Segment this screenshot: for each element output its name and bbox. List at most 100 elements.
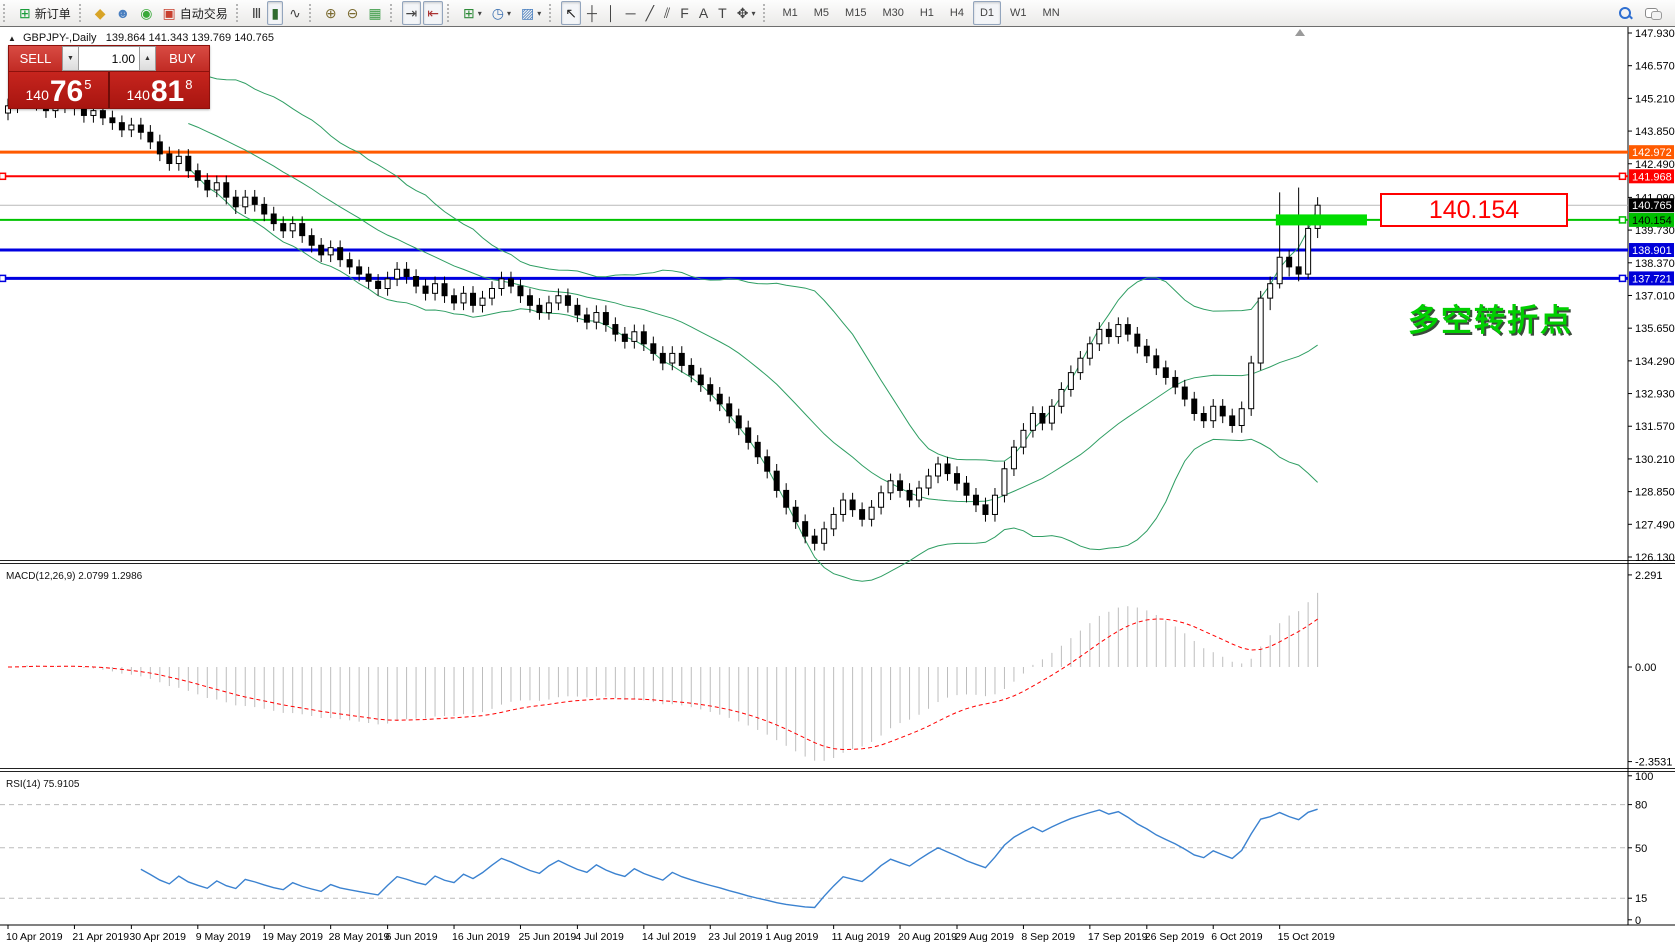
- candlestick-chart-icon: ▮: [271, 5, 280, 21]
- timeframe-w1-button[interactable]: W1: [1010, 7, 1027, 19]
- crosshair-button[interactable]: ┼: [583, 1, 601, 25]
- autotrading-button[interactable]: ▣ 自动交易: [158, 1, 231, 25]
- timeframe-h4-button[interactable]: H4: [949, 7, 964, 19]
- timeframe-h1-button[interactable]: H1: [919, 7, 934, 19]
- toolbar-grip: [389, 4, 398, 22]
- svg-text:142.490: 142.490: [1635, 159, 1675, 171]
- svg-text:25 Jun 2019: 25 Jun 2019: [518, 931, 576, 943]
- macd-signal-line[interactable]: [7, 618, 1318, 750]
- collapse-triangle-icon[interactable]: ▲: [8, 34, 16, 43]
- chevron-down-icon[interactable]: ▾: [537, 8, 542, 18]
- chevron-down-icon[interactable]: ▾: [751, 8, 756, 18]
- channel-button[interactable]: ⫽: [660, 1, 674, 25]
- volume-up-button[interactable]: ▲: [139, 46, 156, 71]
- price-tag-140.765: [1629, 198, 1674, 213]
- bar-chart-button[interactable]: Ⅲ: [248, 1, 266, 25]
- chevron-down-icon[interactable]: ▾: [506, 8, 511, 18]
- rsi-line[interactable]: [140, 808, 1318, 909]
- timeframe-m1-button[interactable]: M1: [782, 7, 798, 19]
- buy-price[interactable]: 140 81 8: [110, 72, 209, 108]
- svg-text:16 Jun 2019: 16 Jun 2019: [452, 931, 510, 943]
- bollinger-middle-band[interactable]: [188, 123, 1318, 503]
- user-terminal-button[interactable]: ☻: [112, 1, 135, 25]
- search-icon[interactable]: [1619, 7, 1631, 19]
- arrows-icon: ✥: [736, 5, 749, 21]
- volume-input[interactable]: [79, 46, 139, 71]
- channel-icon: ⫽: [664, 5, 671, 21]
- tile-windows-button[interactable]: ▦: [364, 1, 385, 25]
- cursor-button[interactable]: ↖: [561, 1, 581, 25]
- horizontal-line-button[interactable]: ─: [622, 1, 640, 25]
- signals-icon: ◉: [140, 5, 153, 21]
- price-axis[interactable]: 147.930146.570145.210143.850142.490141.0…: [1628, 28, 1675, 564]
- arrows-button[interactable]: ✥ ▾: [733, 1, 760, 25]
- chart-canvas[interactable]: 147.930146.570145.210143.850142.490141.0…: [0, 27, 1675, 948]
- price-tag-137.721: [1629, 271, 1674, 286]
- svg-text:21 Apr 2019: 21 Apr 2019: [72, 931, 129, 943]
- text-button[interactable]: A: [695, 1, 712, 25]
- toolbar-grip: [447, 4, 455, 22]
- price-callout-label[interactable]: 140.154: [1380, 193, 1568, 227]
- line-anchors[interactable]: [0, 172, 1627, 283]
- buy-button[interactable]: BUY: [156, 46, 209, 71]
- text-label-button[interactable]: T: [714, 1, 731, 25]
- volume-down-button[interactable]: ▼: [62, 46, 79, 71]
- rsi-indicator[interactable]: 100 80 50 15 0: [0, 771, 1653, 927]
- quotes-icon-button[interactable]: ◆: [91, 1, 110, 25]
- sell-price[interactable]: 140 76 5: [9, 72, 110, 108]
- chevron-down-icon[interactable]: ▾: [477, 8, 482, 18]
- highlight-rectangle[interactable]: [1275, 214, 1367, 226]
- separator-main-macd[interactable]: [0, 560, 1675, 561]
- new-chart-icon: ⊞: [463, 5, 475, 21]
- new-chart-button[interactable]: ⊞ ▾: [459, 1, 486, 25]
- timeframe-m15-button[interactable]: M15: [845, 7, 867, 19]
- toolbar-grip: [763, 4, 771, 22]
- trendline-button[interactable]: ╱: [642, 1, 658, 25]
- timeframe-m5-button[interactable]: M5: [813, 7, 830, 19]
- chart-period-button[interactable]: ◷ ▾: [488, 1, 515, 25]
- chart-shift-button[interactable]: ⇤: [423, 1, 444, 25]
- svg-text:143.850: 143.850: [1635, 126, 1675, 138]
- chart-shift-marker[interactable]: [1295, 29, 1305, 36]
- chart-ohlc-values: 139.864 141.343 139.769 140.765: [105, 32, 274, 44]
- svg-text:6 Jun 2019: 6 Jun 2019: [386, 931, 438, 943]
- macd-indicator[interactable]: 2.291 0.00 -2.3531: [7, 570, 1672, 769]
- date-axis[interactable]: 10 Apr 2019 21 Apr 2019 30 Apr 2019 9 May 2…: [6, 925, 1335, 943]
- svg-text:28 May 2019: 28 May 2019: [329, 931, 390, 943]
- bollinger-bands[interactable]: [187, 75, 1319, 582]
- fibonacci-icon: F: [680, 5, 689, 21]
- turning-point-annotation[interactable]: 多空转折点: [1408, 303, 1573, 338]
- svg-text:147.930: 147.930: [1635, 28, 1675, 40]
- candlestick-series[interactable]: [5, 89, 1321, 551]
- chat-icon[interactable]: [1645, 7, 1662, 20]
- timeframe-m30-button[interactable]: M30: [882, 7, 904, 19]
- bollinger-lower-band[interactable]: [187, 167, 1318, 582]
- svg-text:6 Oct 2019: 6 Oct 2019: [1211, 931, 1263, 943]
- crosshair-icon: ┼: [586, 5, 597, 21]
- candlestick-chart-button[interactable]: ▮: [267, 1, 284, 25]
- toolbar-grip: [235, 4, 244, 22]
- line-chart-button[interactable]: ∿: [285, 1, 305, 25]
- chart-symbol-period: GBPJPY-,Daily: [22, 32, 97, 44]
- auto-scroll-button[interactable]: ⇥: [401, 1, 422, 25]
- svg-text:1 Aug 2019: 1 Aug 2019: [765, 931, 818, 943]
- zoom-out-button[interactable]: ⊖: [343, 1, 363, 25]
- svg-text:80: 80: [1635, 800, 1647, 812]
- timeframe-mn-button[interactable]: MN: [1042, 7, 1060, 19]
- vertical-line-button[interactable]: │: [603, 1, 620, 25]
- chart-period-icon: ◷: [491, 5, 504, 21]
- separator-macd-rsi[interactable]: [0, 768, 1675, 769]
- fibonacci-button[interactable]: F: [676, 1, 693, 25]
- zoom-in-button[interactable]: ⊕: [321, 1, 341, 25]
- toolbar-grip: [78, 4, 87, 22]
- signals-button[interactable]: ◉: [136, 1, 156, 25]
- new-order-button[interactable]: ⊞ 新订单: [15, 1, 75, 25]
- timeframe-d1-button[interactable]: D1: [972, 1, 1002, 25]
- profiles-button[interactable]: ▨ ▾: [517, 1, 545, 25]
- vertical-line-icon: │: [606, 5, 616, 21]
- svg-text:130.210: 130.210: [1635, 454, 1675, 466]
- sell-button[interactable]: SELL: [9, 46, 62, 71]
- bar-chart-icon: Ⅲ: [251, 5, 262, 21]
- toolbar-grip: [3, 4, 11, 22]
- bollinger-upper-band[interactable]: [188, 75, 1319, 462]
